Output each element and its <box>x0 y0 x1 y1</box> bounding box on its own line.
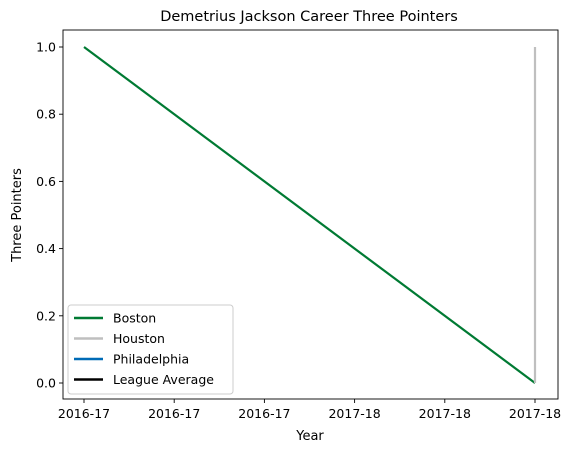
legend-label-philadelphia: Philadelphia <box>113 352 189 367</box>
y-axis-ticks: 0.0 0.2 0.4 0.6 0.8 1.0 <box>36 40 63 391</box>
series-lines <box>83 46 537 384</box>
x-tick-label: 2016-17 <box>238 406 290 421</box>
legend-label-boston: Boston <box>113 311 156 326</box>
x-tick-label: 2016-17 <box>148 406 200 421</box>
y-tick-label: 0.4 <box>36 241 56 256</box>
legend-label-houston: Houston <box>113 331 165 346</box>
y-tick-label: 0.6 <box>36 174 56 189</box>
x-axis-label: Year <box>295 429 324 444</box>
x-tick-label: 2017-18 <box>509 406 561 421</box>
legend-label-league-average: League Average <box>113 372 214 387</box>
y-axis-label: Three Pointers <box>10 168 25 263</box>
y-tick-label: 1.0 <box>36 40 56 55</box>
x-axis-ticks: 2016-17 2016-17 2016-17 2017-18 2017-18 2017-… <box>58 399 561 421</box>
chart-title: Demetrius Jackson Career Three Pointers <box>160 9 458 25</box>
y-tick-label: 0.0 <box>36 376 56 391</box>
x-tick-label: 2016-17 <box>58 406 110 421</box>
x-tick-label: 2017-18 <box>419 406 471 421</box>
series-line-boston <box>83 46 536 384</box>
y-tick-label: 0.2 <box>36 308 56 323</box>
plot-area <box>62 29 559 400</box>
y-tick-label: 0.8 <box>36 107 56 122</box>
x-tick-label: 2017-18 <box>328 406 380 421</box>
legend-box <box>67 304 234 395</box>
legend: Boston Houston Philadelphia League Average <box>67 304 234 395</box>
